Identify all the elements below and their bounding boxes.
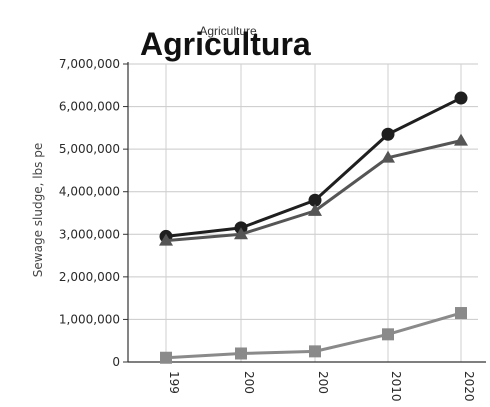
data-point-circle <box>454 91 468 105</box>
y-tick-label: 4,000,000 <box>59 185 120 199</box>
y-tick-label: 5,000,000 <box>59 142 120 156</box>
x-axis-ticks: 199 200 200 2010 2020 <box>167 371 476 402</box>
x-tick-label: 2010 <box>389 371 403 402</box>
y-axis-ticks: 0 1,000,000 2,000,000 3,000,000 4,000,000 5,0… <box>59 57 120 369</box>
data-point-triangle <box>454 133 468 146</box>
data-point-triangle <box>381 150 395 163</box>
y-tick-label: 6,000,000 <box>59 100 120 114</box>
data-point-square <box>160 351 172 364</box>
y-tick-label: 2,000,000 <box>59 270 120 284</box>
chart-super-title: Agriculture <box>199 24 257 38</box>
y-tick-label: 1,000,000 <box>59 312 120 326</box>
data-point-triangle <box>159 233 173 246</box>
data-point-circle <box>381 127 395 141</box>
grid <box>128 63 478 362</box>
data-point-square <box>235 347 247 360</box>
axes <box>123 62 486 363</box>
x-tick-label: 199 <box>167 371 181 394</box>
data-point-circle <box>308 193 322 207</box>
chart-title: Agricultura <box>140 26 311 62</box>
x-tick-label: 200 <box>242 371 256 394</box>
series-line-triangle <box>165 139 462 243</box>
y-axis-title: Sewage sludge, lbs pe <box>31 143 45 277</box>
x-tick-label: 200 <box>316 371 330 394</box>
series <box>159 91 468 364</box>
data-point-square <box>382 328 394 341</box>
data-point-triangle <box>308 203 322 216</box>
x-tick-label: 2020 <box>462 371 476 402</box>
y-tick-label: 0 <box>112 355 120 369</box>
data-point-square <box>309 345 321 358</box>
data-point-square <box>455 307 467 320</box>
data-point-triangle <box>234 227 248 240</box>
y-tick-label: 3,000,000 <box>59 227 120 241</box>
y-tick-label: 7,000,000 <box>59 57 120 71</box>
